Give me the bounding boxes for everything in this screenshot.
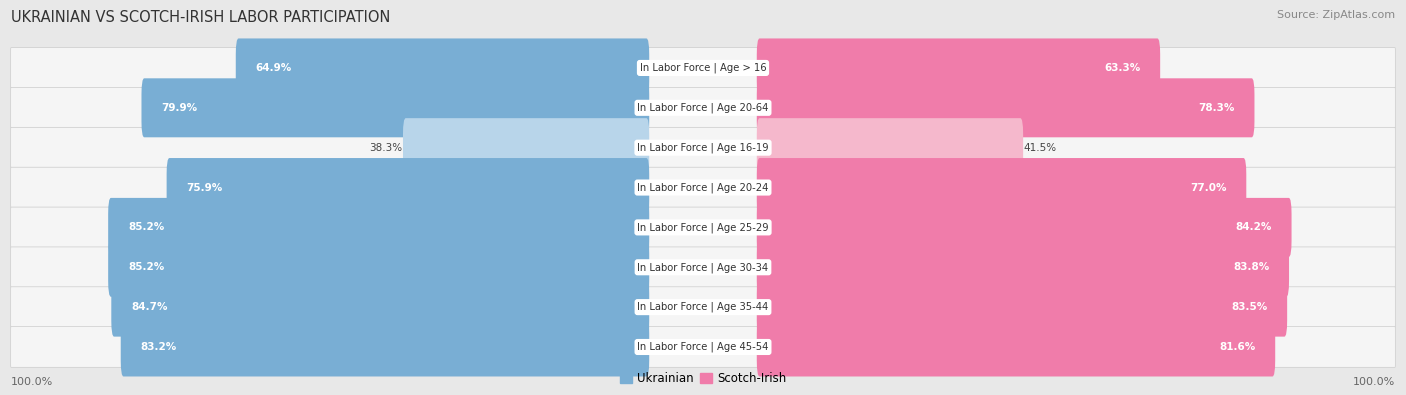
FancyBboxPatch shape (11, 247, 1395, 288)
FancyBboxPatch shape (111, 278, 650, 337)
FancyBboxPatch shape (11, 287, 1395, 327)
FancyBboxPatch shape (756, 78, 1254, 137)
Text: Source: ZipAtlas.com: Source: ZipAtlas.com (1277, 10, 1395, 20)
FancyBboxPatch shape (11, 167, 1395, 208)
Text: 100.0%: 100.0% (11, 377, 53, 387)
Text: 81.6%: 81.6% (1219, 342, 1256, 352)
Text: In Labor Force | Age 20-64: In Labor Force | Age 20-64 (637, 103, 769, 113)
FancyBboxPatch shape (756, 118, 1024, 177)
FancyBboxPatch shape (756, 278, 1286, 337)
Text: 83.5%: 83.5% (1232, 302, 1267, 312)
Text: In Labor Force | Age 25-29: In Labor Force | Age 25-29 (637, 222, 769, 233)
FancyBboxPatch shape (11, 327, 1395, 367)
FancyBboxPatch shape (11, 48, 1395, 88)
Text: UKRAINIAN VS SCOTCH-IRISH LABOR PARTICIPATION: UKRAINIAN VS SCOTCH-IRISH LABOR PARTICIP… (11, 10, 391, 25)
FancyBboxPatch shape (167, 158, 650, 217)
Text: 79.9%: 79.9% (162, 103, 197, 113)
FancyBboxPatch shape (756, 198, 1292, 257)
Text: 75.9%: 75.9% (187, 182, 222, 192)
Text: In Labor Force | Age 16-19: In Labor Force | Age 16-19 (637, 143, 769, 153)
Text: In Labor Force | Age 30-34: In Labor Force | Age 30-34 (637, 262, 769, 273)
Text: 83.2%: 83.2% (141, 342, 177, 352)
Text: In Labor Force | Age 20-24: In Labor Force | Age 20-24 (637, 182, 769, 193)
FancyBboxPatch shape (236, 38, 650, 98)
Text: 85.2%: 85.2% (128, 262, 165, 272)
Text: 100.0%: 100.0% (1353, 377, 1395, 387)
Text: 64.9%: 64.9% (256, 63, 292, 73)
FancyBboxPatch shape (756, 158, 1246, 217)
Text: In Labor Force | Age 35-44: In Labor Force | Age 35-44 (637, 302, 769, 312)
Text: 41.5%: 41.5% (1024, 143, 1057, 153)
Text: 83.8%: 83.8% (1233, 262, 1270, 272)
FancyBboxPatch shape (756, 38, 1160, 98)
FancyBboxPatch shape (756, 318, 1275, 376)
Text: 77.0%: 77.0% (1189, 182, 1226, 192)
Text: 78.3%: 78.3% (1198, 103, 1234, 113)
Text: In Labor Force | Age 45-54: In Labor Force | Age 45-54 (637, 342, 769, 352)
Text: 38.3%: 38.3% (370, 143, 402, 153)
FancyBboxPatch shape (11, 87, 1395, 128)
Text: 63.3%: 63.3% (1104, 63, 1140, 73)
FancyBboxPatch shape (108, 238, 650, 297)
Text: 84.7%: 84.7% (131, 302, 167, 312)
FancyBboxPatch shape (142, 78, 650, 137)
FancyBboxPatch shape (11, 207, 1395, 248)
FancyBboxPatch shape (756, 238, 1289, 297)
FancyBboxPatch shape (404, 118, 650, 177)
Legend: Ukrainian, Scotch-Irish: Ukrainian, Scotch-Irish (620, 372, 786, 385)
FancyBboxPatch shape (121, 318, 650, 376)
Text: 84.2%: 84.2% (1236, 222, 1271, 232)
FancyBboxPatch shape (108, 198, 650, 257)
Text: In Labor Force | Age > 16: In Labor Force | Age > 16 (640, 63, 766, 73)
Text: 85.2%: 85.2% (128, 222, 165, 232)
FancyBboxPatch shape (11, 127, 1395, 168)
